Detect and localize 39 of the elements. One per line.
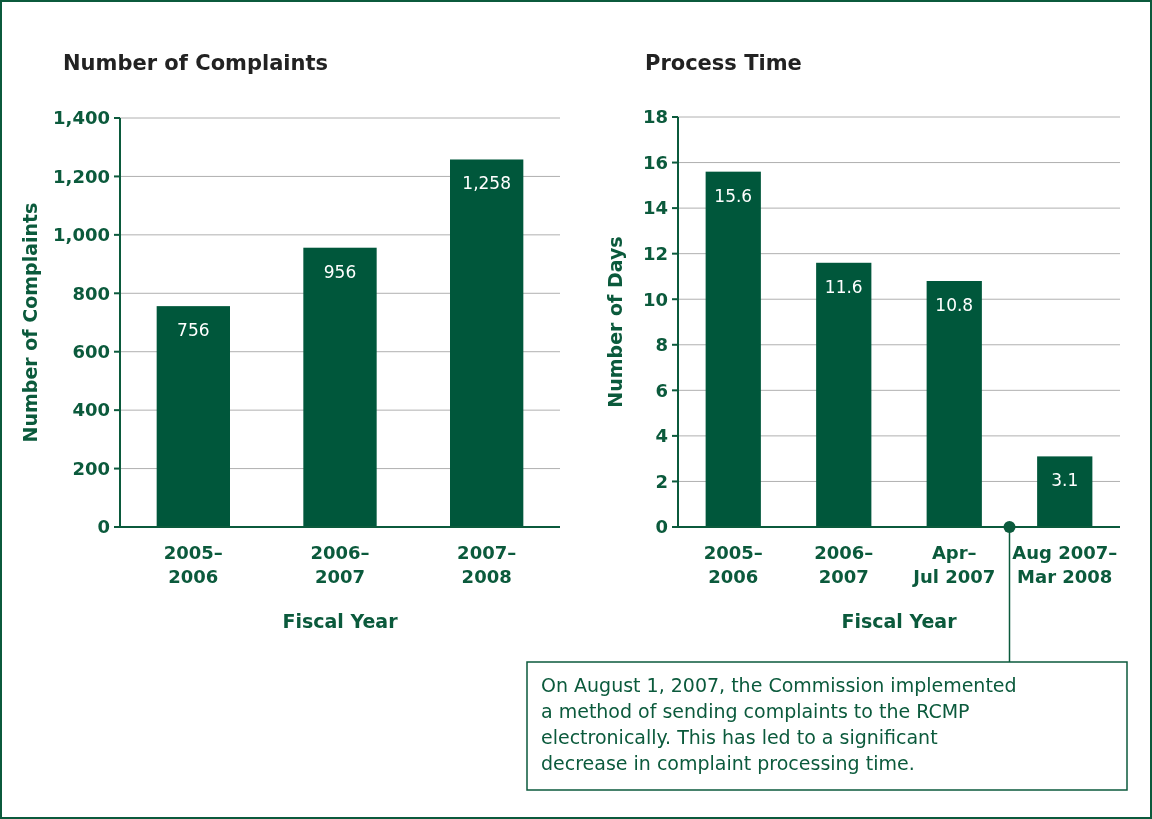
data-label: 956 xyxy=(323,261,357,282)
x-axis-title: Fiscal Year xyxy=(282,610,399,632)
y-tick-label: 2 xyxy=(655,470,668,492)
y-tick-label: 800 xyxy=(72,282,110,304)
y-tick-label: 600 xyxy=(72,341,110,363)
y-tick-label: 0 xyxy=(655,516,668,538)
data-label: 11.6 xyxy=(824,276,863,297)
chart-title: Number of Complaints xyxy=(63,51,329,75)
y-tick-label: 10 xyxy=(642,288,668,310)
x-tick-label: 2006–2007 xyxy=(310,542,370,587)
y-tick-label: 6 xyxy=(655,379,668,401)
y-tick-label: 1,200 xyxy=(53,165,110,187)
y-axis-title: Number of Complaints xyxy=(19,202,41,443)
y-tick-label: 400 xyxy=(72,399,110,421)
x-axis-title: Fiscal Year xyxy=(841,610,958,632)
x-tick-label: Aug 2007–Mar 2008 xyxy=(1012,542,1118,587)
y-tick-label: 14 xyxy=(642,197,668,219)
data-label: 1,258 xyxy=(462,173,511,194)
y-axis-title: Number of Days xyxy=(604,236,626,408)
y-tick-label: 4 xyxy=(655,425,668,447)
data-label: 10.8 xyxy=(935,295,974,315)
y-tick-label: 0 xyxy=(97,516,110,538)
y-tick-label: 8 xyxy=(655,334,668,356)
chart-title: Process Time xyxy=(645,51,802,75)
y-tick-label: 12 xyxy=(642,242,668,264)
y-tick-label: 1,000 xyxy=(53,224,110,246)
data-label: 756 xyxy=(177,320,210,341)
y-tick-label: 200 xyxy=(72,457,110,479)
x-tick-label: 2007–2008 xyxy=(457,542,517,587)
data-label: 3.1 xyxy=(1051,470,1079,491)
y-tick-label: 1,400 xyxy=(53,107,110,129)
text: On August 1, 2007, the Commission implemented a method of sending complaints to the RCMP electronically. This has led to a significant decrease in complaint processing time. xyxy=(541,674,1017,774)
y-tick-label: 16 xyxy=(642,151,668,173)
x-tick-label: 2006–2007 xyxy=(814,542,874,587)
x-tick-label: Apr–Jul 2007 xyxy=(911,542,996,587)
x-tick-label: 2005–2006 xyxy=(163,542,223,587)
y-tick-label: 18 xyxy=(642,106,668,128)
x-tick-label: 2005–2006 xyxy=(703,542,763,587)
data-label: 15.6 xyxy=(714,185,753,206)
